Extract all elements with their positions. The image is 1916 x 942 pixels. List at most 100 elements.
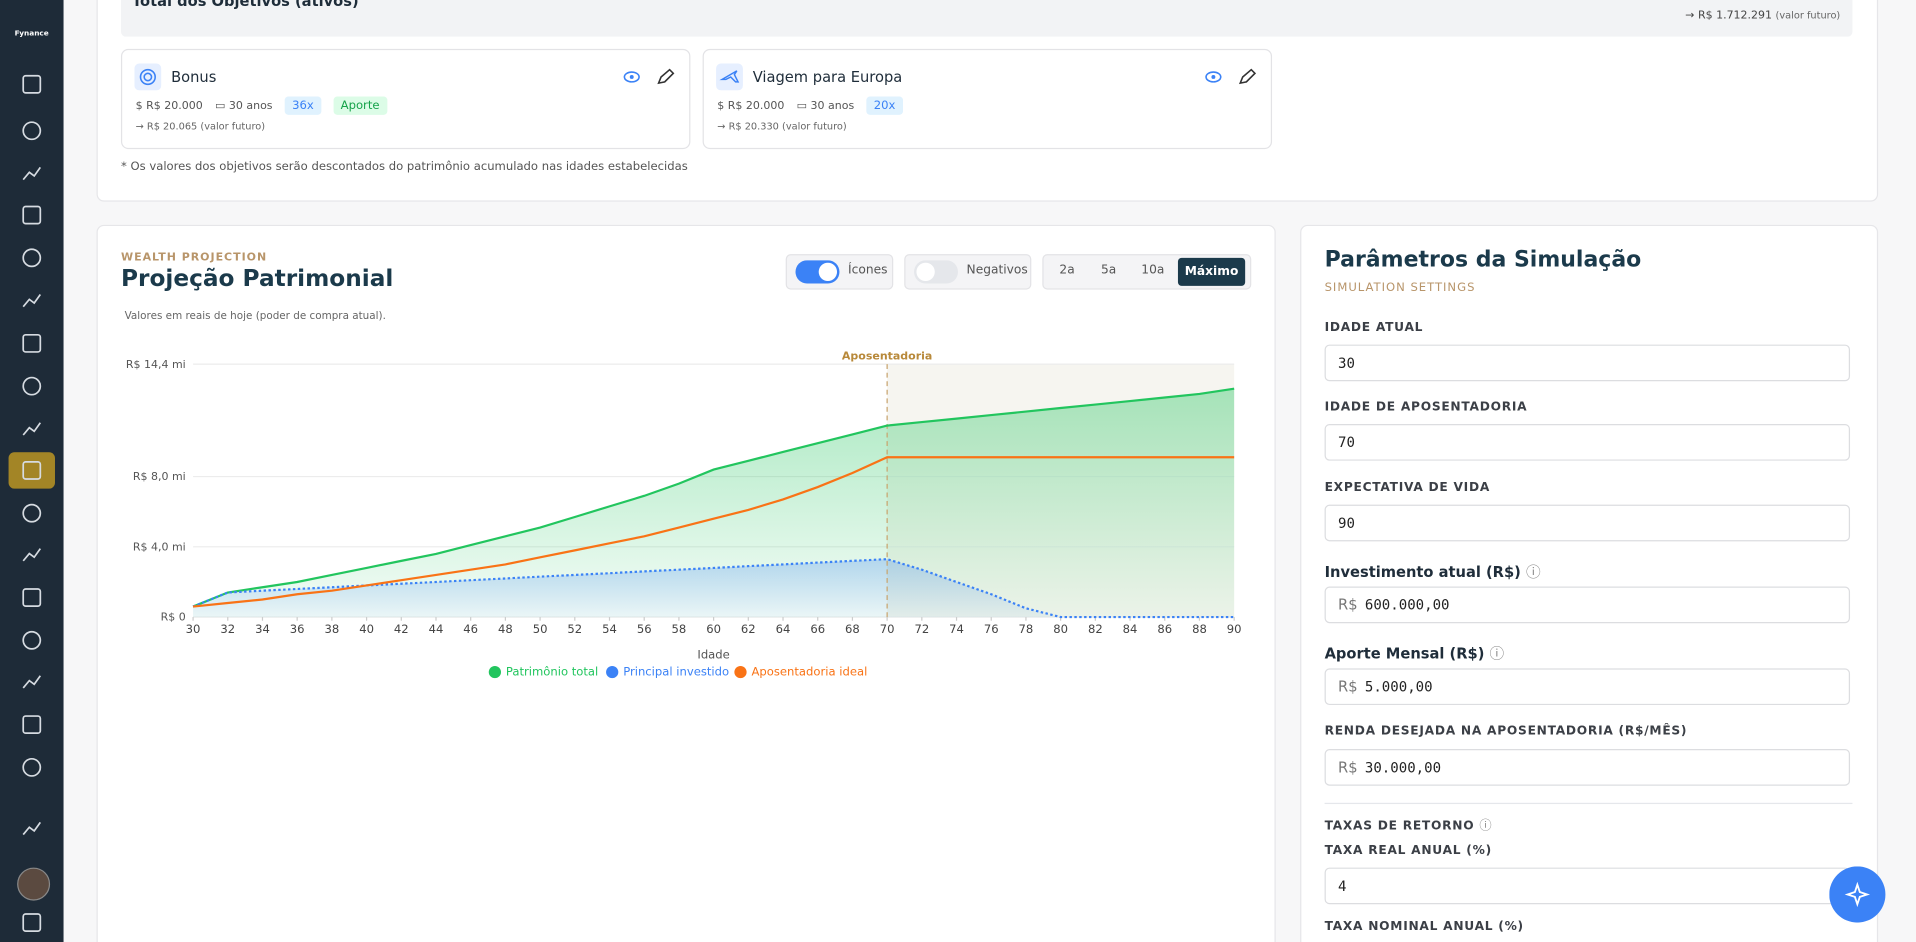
toggle-negatives[interactable]: Negativos: [904, 254, 1032, 290]
input[interactable]: R$ 30.000,00: [1324, 749, 1851, 786]
range-button[interactable]: 10a: [1141, 263, 1165, 278]
projection-title: Projeção Patrimonial: [120, 265, 394, 293]
nav-icon[interactable]: [0, 282, 64, 319]
range-button[interactable]: 5a: [1100, 263, 1117, 278]
future-note: (valor futuro): [200, 120, 266, 132]
legend-label: Patrimônio total: [506, 665, 598, 679]
x-tick-label: 82: [1088, 622, 1103, 636]
x-tick-label: 74: [949, 622, 964, 636]
params-title: Parâmetros da Simulação: [1324, 246, 1642, 273]
range-button-active[interactable]: Máximo: [1177, 257, 1246, 286]
field-label: Investimento atual (R$) ⓘ: [1325, 561, 1541, 582]
x-tick-label: 78: [1019, 622, 1034, 636]
input[interactable]: 30: [1324, 344, 1851, 382]
x-tick-label: 58: [672, 622, 687, 636]
y-tick-label: R$ 4,0 mi: [133, 540, 186, 553]
goal-icon: [134, 63, 162, 91]
term: ▭ 30 anos: [796, 99, 855, 112]
x-tick-label: 86: [1157, 622, 1172, 636]
input[interactable]: R$ 600.000,00: [1324, 586, 1851, 624]
field-label: Aporte Mensal (R$) ⓘ: [1325, 643, 1505, 664]
input-value: 600.000,00: [1364, 596, 1450, 614]
x-tick-label: 66: [810, 622, 825, 636]
x-axis-label: Idade: [697, 648, 729, 662]
area: [193, 388, 1235, 618]
nav-icon[interactable]: [0, 495, 64, 532]
input[interactable]: 70: [1324, 424, 1851, 461]
nav-icon[interactable]: [0, 325, 64, 362]
avatar[interactable]: [17, 867, 51, 901]
x-tick-label: 64: [776, 622, 791, 636]
nav-icon[interactable]: [0, 579, 64, 616]
input-prefix: R$: [1338, 596, 1358, 614]
nav-icon[interactable]: [0, 452, 64, 489]
assistant-button[interactable]: [1829, 866, 1886, 923]
legend-label: Aposentadoria ideal: [751, 665, 867, 679]
total: → R$ 1.712.291: [1685, 9, 1773, 22]
nav-icon[interactable]: [0, 66, 64, 103]
nav-icon[interactable]: [0, 622, 64, 659]
x-tick-label: 44: [429, 622, 444, 636]
nav-icon[interactable]: [0, 706, 64, 743]
legend-label: Principal investido: [623, 665, 729, 679]
x-tick-label: 50: [533, 622, 548, 636]
goal-card[interactable]: Bonus $ R$ 20.000 ▭ 30 anos 36x Aporte →…: [120, 48, 691, 150]
nav-icon[interactable]: [0, 749, 64, 786]
goal-meta: $ R$ 20.000 ▭ 30 anos 36x Aporte: [135, 96, 387, 115]
field-label: TAXA REAL ANUAL (%): [1324, 844, 1492, 858]
goal-card[interactable]: Viagem para Europa $ R$ 20.000 ▭ 30 anos…: [702, 48, 1273, 150]
x-tick-label: 72: [914, 622, 929, 636]
series-line: [192, 387, 1235, 608]
nav-icon[interactable]: [0, 112, 64, 149]
y-tick-label: R$ 14,4 mi: [126, 358, 186, 371]
nav-icon[interactable]: [0, 904, 64, 941]
info-icon[interactable]: ⓘ: [1479, 819, 1493, 834]
brand: Fynance: [14, 29, 49, 38]
future: → R$ 20.330: [717, 120, 779, 132]
series-line: [192, 456, 1235, 608]
nav-icon[interactable]: [0, 411, 64, 448]
section-label: TAXAS DE RETORNO ⓘ: [1325, 815, 1493, 833]
label-text: Aporte Mensal (R$): [1324, 645, 1485, 663]
x-tick-label: 32: [220, 622, 235, 636]
label-text: Investimento atual (R$): [1324, 563, 1521, 581]
goal-name: Bonus: [171, 68, 217, 86]
range-group: 2a 5a 10a Máximo: [1042, 254, 1252, 290]
field-label: RENDA DESEJADA NA APOSENTADORIA (R$/MÊS): [1324, 724, 1688, 739]
nav-icon[interactable]: [0, 810, 64, 847]
amount: $ R$ 20.000: [135, 99, 203, 112]
x-tick-label: 48: [498, 622, 513, 636]
legend-swatch: [734, 665, 747, 679]
field-label: IDADE ATUAL: [1324, 321, 1424, 335]
field-label: EXPECTATIVA DE VIDA: [1324, 481, 1491, 495]
y-tick-label: R$ 8,0 mi: [133, 470, 186, 483]
nav-icon[interactable]: [0, 536, 64, 573]
switch-on: [795, 260, 840, 284]
input[interactable]: R$ 5.000,00: [1324, 668, 1851, 706]
annotation: Aposentadoria: [842, 349, 932, 362]
info-icon[interactable]: ⓘ: [1489, 645, 1505, 663]
goal-actions[interactable]: [1205, 68, 1259, 85]
nav-icon[interactable]: [0, 197, 64, 234]
goal-meta: $ R$ 20.000 ▭ 30 anos 20x: [717, 96, 903, 115]
x-tick-label: 76: [984, 622, 999, 636]
input-value: 30.000,00: [1364, 758, 1442, 776]
x-tick-label: 60: [706, 622, 721, 636]
toggle-label: Ícones: [848, 263, 888, 278]
nav-icon[interactable]: [0, 240, 64, 277]
label-text: TAXAS DE RETORNO: [1324, 819, 1475, 834]
input-prefix: R$: [1338, 758, 1358, 776]
nav-icon[interactable]: [0, 664, 64, 701]
goal-actions[interactable]: [623, 68, 677, 85]
field-label: TAXA NOMINAL ANUAL (%): [1324, 920, 1524, 934]
nav-icon[interactable]: [0, 155, 64, 192]
input[interactable]: 90: [1324, 504, 1851, 542]
legend-swatch: [488, 665, 501, 679]
toggle-icons[interactable]: Ícones: [785, 254, 894, 290]
nav-icon[interactable]: [0, 368, 64, 405]
input-value: 90: [1338, 514, 1355, 532]
range-button[interactable]: 2a: [1059, 263, 1075, 278]
info-icon[interactable]: ⓘ: [1525, 563, 1541, 581]
y-tick-label: R$ 0: [161, 611, 186, 624]
